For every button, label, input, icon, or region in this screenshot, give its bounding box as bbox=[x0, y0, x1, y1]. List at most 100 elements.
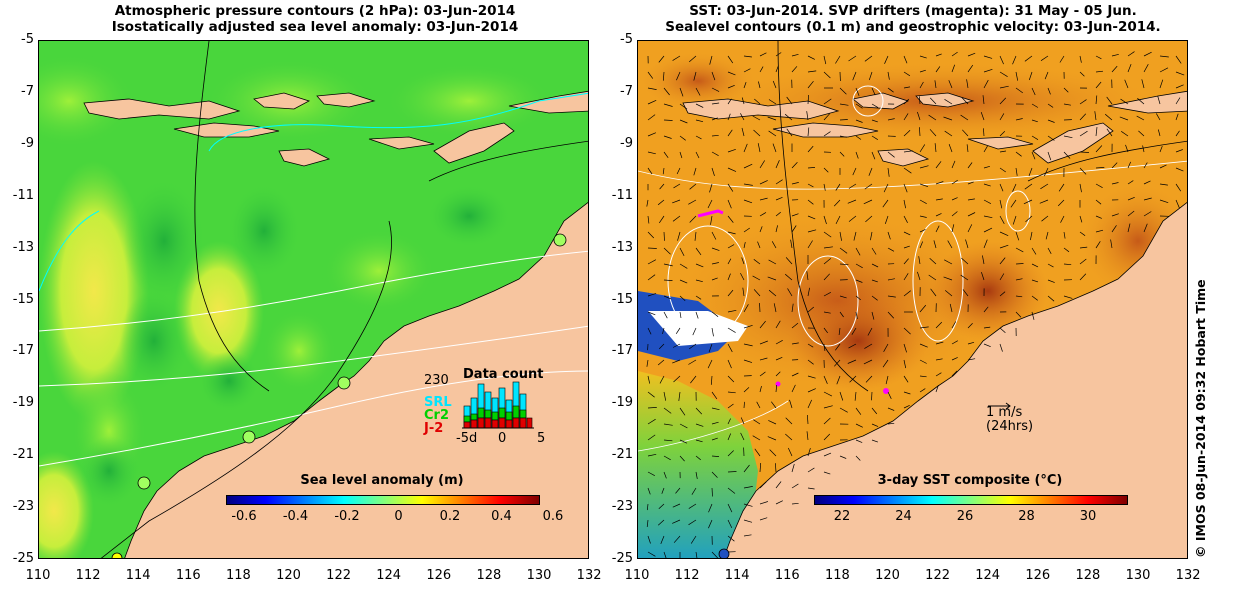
velocity-arrow bbox=[711, 455, 720, 457]
velocity-arrow bbox=[672, 215, 681, 222]
velocity-arrow bbox=[727, 98, 732, 105]
velocity-arrow bbox=[852, 71, 857, 81]
velocity-arrow bbox=[791, 502, 799, 505]
velocity-arrow bbox=[679, 279, 688, 284]
velocity-arrow bbox=[695, 279, 703, 283]
velocity-arrow bbox=[695, 135, 702, 140]
velocity-arrow bbox=[695, 247, 702, 256]
velocity-arrow bbox=[807, 80, 814, 89]
velocity-arrow bbox=[695, 407, 703, 415]
velocity-arrow bbox=[679, 455, 685, 462]
velocity-arrow bbox=[1127, 161, 1132, 169]
velocity-arrow bbox=[807, 183, 814, 188]
velocity-arrow bbox=[855, 87, 860, 97]
velocity-arrow bbox=[711, 247, 720, 251]
velocity-arrow bbox=[1047, 247, 1052, 254]
velocity-arrow bbox=[647, 551, 656, 557]
velocity-arrow bbox=[708, 343, 713, 353]
velocity-arrow bbox=[1175, 55, 1182, 64]
velocity-arrow bbox=[999, 215, 1005, 224]
velocity-arrow bbox=[758, 81, 761, 89]
velocity-arrow bbox=[847, 199, 857, 204]
left-x-tick: 124 bbox=[376, 568, 402, 583]
velocity-arrow bbox=[688, 199, 697, 205]
velocity-arrow bbox=[647, 132, 657, 137]
velocity-arrow bbox=[759, 501, 769, 505]
velocity-arrow bbox=[768, 420, 777, 425]
velocity-arrow bbox=[727, 148, 736, 153]
right-x-tick: 112 bbox=[674, 568, 700, 583]
velocity-arrow bbox=[679, 135, 686, 141]
velocity-arrow bbox=[1025, 215, 1033, 223]
velocity-arrow bbox=[791, 66, 798, 73]
velocity-arrow bbox=[999, 183, 1004, 192]
velocity-arrow bbox=[823, 391, 833, 397]
velocity-arrow bbox=[791, 213, 799, 217]
velocity-arrow bbox=[1063, 103, 1071, 106]
velocity-arrow bbox=[1063, 247, 1070, 253]
right-x-tick: 110 bbox=[624, 568, 650, 583]
velocity-arrow bbox=[711, 421, 719, 425]
velocity-arrow bbox=[709, 183, 713, 193]
velocity-arrow bbox=[661, 487, 665, 494]
velocity-arrow bbox=[657, 199, 665, 206]
velocity-arrow bbox=[934, 143, 937, 153]
velocity-arrow bbox=[903, 150, 913, 153]
velocity-arrow bbox=[807, 306, 815, 313]
velocity-arrow bbox=[823, 291, 831, 297]
velocity-arrow bbox=[727, 309, 737, 313]
velocity-arrow bbox=[935, 181, 944, 185]
velocity-arrow bbox=[839, 119, 848, 121]
sla-colorbar-title: Sea level anomaly (m) bbox=[300, 473, 464, 488]
velocity-arrow bbox=[1111, 182, 1119, 185]
velocity-arrow bbox=[983, 145, 988, 153]
velocity-arrow bbox=[647, 274, 656, 281]
velocity-arrow bbox=[930, 288, 937, 297]
velocity-arrow bbox=[855, 423, 863, 428]
velocity-arrow bbox=[647, 151, 656, 155]
velocity-arrow bbox=[759, 517, 768, 521]
velocity-arrow bbox=[672, 55, 681, 61]
velocity-arrow bbox=[791, 463, 795, 473]
velocity-arrow bbox=[647, 434, 656, 441]
velocity-arrow bbox=[727, 487, 736, 494]
velocity-arrow bbox=[1120, 98, 1129, 105]
velocity-arrow bbox=[903, 86, 911, 89]
velocity-arrow bbox=[672, 503, 681, 508]
velocity-arrow bbox=[663, 135, 672, 139]
velocity-arrow bbox=[791, 162, 798, 169]
velocity-arrow bbox=[903, 290, 911, 297]
left-x-tick: 112 bbox=[75, 568, 101, 583]
velocity-arrow bbox=[966, 144, 969, 153]
velocity-arrow bbox=[1095, 215, 1102, 219]
velocity-arrow bbox=[960, 274, 969, 281]
velocity-arrow bbox=[787, 447, 793, 457]
right-y-tick: -17 bbox=[611, 343, 633, 359]
velocity-arrow bbox=[672, 519, 681, 524]
velocity-arrow bbox=[1031, 119, 1038, 123]
velocity-arrow bbox=[727, 55, 734, 64]
velocity-arrow bbox=[848, 55, 857, 62]
velocity-arrow bbox=[903, 215, 908, 223]
sla-map-svg bbox=[39, 41, 588, 558]
velocity-arrow bbox=[753, 419, 761, 425]
velocity-arrow bbox=[786, 128, 793, 137]
velocity-arrow bbox=[753, 129, 761, 137]
velocity-arrow bbox=[871, 151, 876, 160]
left-x-tick: 118 bbox=[225, 568, 251, 583]
velocity-arrow bbox=[887, 278, 895, 281]
velocity-arrow bbox=[864, 55, 873, 62]
velocity-arrow bbox=[727, 289, 734, 297]
velocity-arrow bbox=[1104, 113, 1113, 121]
velocity-arrow bbox=[1079, 215, 1083, 223]
velocity-arrow bbox=[695, 471, 698, 479]
velocity-arrow bbox=[1159, 145, 1163, 153]
velocity-arrow bbox=[967, 322, 973, 329]
velocity-arrow bbox=[833, 199, 841, 207]
velocity-arrow bbox=[967, 341, 975, 345]
velocity-arrow bbox=[839, 295, 847, 299]
velocity-arrow bbox=[1095, 127, 1098, 137]
velocity-arrow bbox=[903, 391, 911, 395]
sst-colorbar-tick: 24 bbox=[895, 509, 912, 524]
velocity-arrow bbox=[999, 244, 1009, 249]
